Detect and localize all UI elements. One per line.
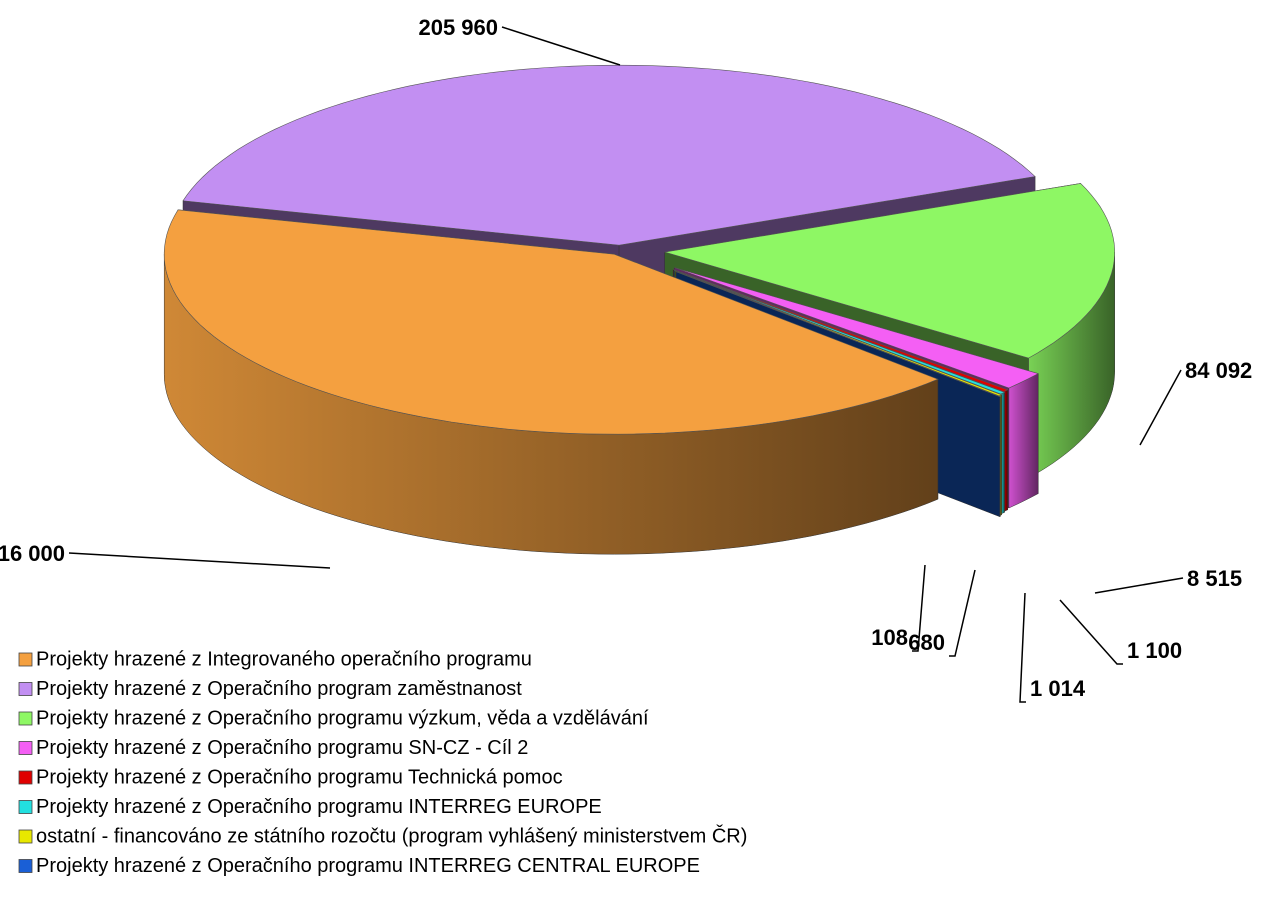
slice-top xyxy=(182,64,1036,246)
slice-top xyxy=(674,267,1040,389)
slice-top xyxy=(673,269,1006,395)
data-label: 8 515 xyxy=(1187,566,1242,591)
slice-top xyxy=(664,183,1115,359)
leader-line xyxy=(1094,577,1184,594)
leader-line xyxy=(1019,592,1026,703)
data-label: 205 960 xyxy=(418,15,498,40)
leader-line xyxy=(949,569,976,657)
legend-label: Projekty hrazené z Operačního programu S… xyxy=(36,737,528,759)
leader-line xyxy=(912,564,926,652)
legend-swatch xyxy=(18,829,33,844)
legend-label: ostatní - financováno ze státního rozočt… xyxy=(36,824,747,847)
slice-top xyxy=(163,209,939,435)
legend-swatch xyxy=(18,652,33,667)
data-label: 216 000 xyxy=(0,541,65,566)
leader-line xyxy=(1059,599,1123,665)
legend-swatch xyxy=(18,770,33,785)
legend-label: Projekty hrazené z Operačního programu T… xyxy=(36,766,563,788)
legend-label: Projekty hrazené z Operačního program za… xyxy=(36,678,522,700)
legend-label: Projekty hrazené z Operačního programu v… xyxy=(36,707,649,729)
legend-swatch xyxy=(18,711,33,726)
leader-line xyxy=(501,26,621,66)
data-label: 108 xyxy=(871,625,908,650)
legend-label: Projekty hrazené z Operačního programu I… xyxy=(36,855,700,877)
leader-line xyxy=(1139,369,1182,446)
slice-wall xyxy=(999,396,1001,518)
legend-swatch xyxy=(18,800,33,814)
legend-label: Projekty hrazené z Integrovaného operačn… xyxy=(36,648,532,670)
slice-top xyxy=(673,269,1009,392)
legend-swatch xyxy=(18,741,33,755)
slice xyxy=(163,209,939,555)
legend-label: Projekty hrazené z Operačního programu I… xyxy=(36,796,602,818)
legend-swatch xyxy=(18,682,33,696)
data-label: 1 100 xyxy=(1127,638,1182,663)
slice-wall xyxy=(1008,373,1039,509)
data-label: 1 014 xyxy=(1030,676,1086,701)
slice-top xyxy=(675,271,1002,398)
legend-swatch xyxy=(18,859,33,873)
leader-line xyxy=(68,552,331,569)
data-label: 84 092 xyxy=(1185,358,1252,383)
